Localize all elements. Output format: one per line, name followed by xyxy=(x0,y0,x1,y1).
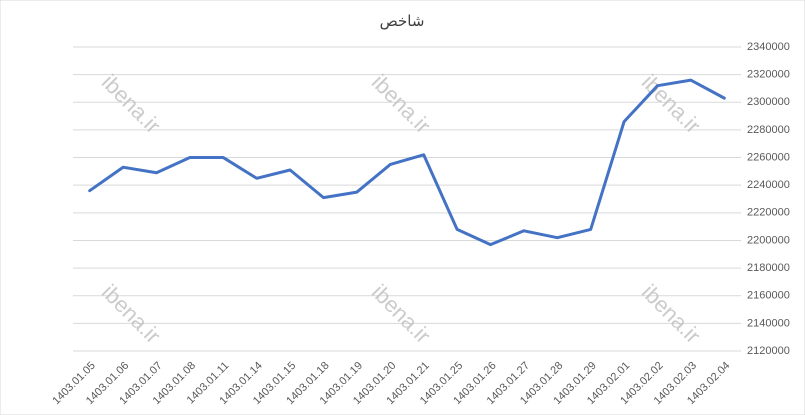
y-tick-label: 2120000 xyxy=(747,345,790,357)
y-tick-label: 2340000 xyxy=(747,41,790,53)
y-tick-label: 2320000 xyxy=(747,69,790,81)
y-tick-label: 2240000 xyxy=(747,179,790,191)
y-tick-label: 2200000 xyxy=(747,234,790,246)
y-tick-label: 2140000 xyxy=(747,317,790,329)
y-tick-label: 2180000 xyxy=(747,262,790,274)
y-tick-label: 2260000 xyxy=(747,151,790,163)
chart-title: شاخص xyxy=(380,13,425,30)
y-tick-label: 2300000 xyxy=(747,96,790,108)
y-tick-label: 2280000 xyxy=(747,124,790,136)
y-tick-label: 2160000 xyxy=(747,290,790,302)
y-tick-label: 2220000 xyxy=(747,207,790,219)
line-series xyxy=(88,78,726,247)
